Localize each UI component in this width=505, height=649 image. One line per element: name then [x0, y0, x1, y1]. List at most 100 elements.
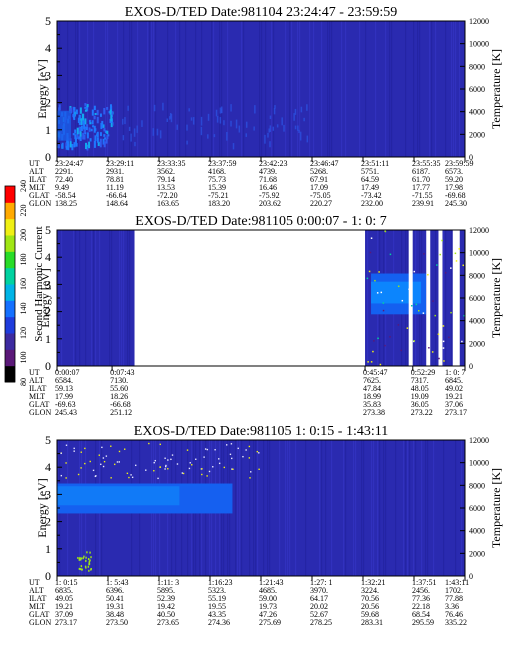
heatmap-cell: [164, 457, 166, 459]
ephemeris-value: 1:43:11: [445, 578, 469, 587]
ephemeris-value: 16.46: [259, 183, 277, 192]
heatmap-column: [241, 440, 243, 576]
heatmap-cell: [76, 133, 79, 139]
heatmap-cell: [66, 141, 69, 148]
heatmap-cell: [122, 135, 125, 141]
heatmap-cell: [73, 450, 75, 452]
y2-tick-label: 10000: [469, 40, 489, 49]
heatmap-column: [263, 440, 265, 576]
colorbar: 80 100 120 140 160 180 200 220 240 Second Harmoni…: [4, 180, 45, 386]
ephemeris-value: 2456.: [412, 586, 430, 595]
heatmap-cell: [461, 340, 463, 343]
heatmap-cell: [89, 138, 92, 142]
heatmap-cell: [374, 279, 376, 282]
ephemeris-value: 19.31: [106, 602, 124, 611]
heatmap-cell: [256, 450, 259, 453]
heatmap-band: [57, 486, 180, 506]
ephemeris-value: 6187.: [412, 167, 430, 176]
ephemeris-value: 59.20: [445, 175, 463, 184]
ephemeris-label: GLON: [29, 199, 51, 208]
heatmap-column: [61, 230, 63, 366]
heatmap-cell: [102, 138, 105, 145]
heatmap-cell: [389, 253, 392, 256]
heatmap-column: [107, 21, 109, 157]
heatmap-cell: [102, 457, 105, 459]
heatmap-column: [285, 21, 287, 157]
heatmap-cell: [78, 115, 81, 119]
y-tick-label: 3: [45, 68, 51, 82]
heatmap-cell: [79, 134, 82, 141]
heatmap-column: [167, 21, 169, 157]
ephemeris-value: 59.13: [55, 384, 73, 393]
heatmap-cell: [231, 457, 233, 460]
heatmap-cell: [114, 463, 116, 466]
heatmap-column: [455, 21, 457, 157]
heatmap-column: [99, 230, 101, 366]
ephemeris-value: 17.99: [55, 392, 73, 401]
heatmap-cell: [103, 107, 106, 115]
y-axis-title: Energy [eV]: [38, 268, 52, 327]
heatmap-cell: [79, 558, 82, 561]
y-tick-label: 5: [45, 14, 51, 28]
heatmap-column: [385, 21, 387, 157]
y-tick-label: 0: [45, 150, 51, 164]
heatmap-cell: [110, 445, 112, 447]
heatmap-column: [289, 21, 291, 157]
heatmap-cell: [223, 120, 225, 126]
y2-tick-label: 8000: [469, 481, 485, 490]
heatmap-column: [379, 440, 381, 576]
ephemeris-value: 17.09: [310, 183, 328, 192]
colorbar-swatch: [5, 284, 15, 301]
heatmap-column: [445, 21, 447, 157]
ephemeris-value: 148.64: [106, 199, 128, 208]
heatmap-cell: [298, 129, 300, 134]
heatmap-cell: [84, 565, 87, 568]
heatmap-cell: [99, 138, 102, 142]
heatmap-cell: [78, 122, 81, 125]
data-gap: [452, 230, 460, 366]
ephemeris-value: 15.39: [208, 183, 226, 192]
heatmap-cell: [94, 475, 97, 478]
heatmap-cell: [88, 569, 90, 572]
ephemeris-value: 6396.: [106, 586, 124, 595]
heatmap-column: [201, 21, 203, 157]
heatmap-cell: [442, 347, 445, 349]
heatmap-cell: [254, 105, 256, 114]
heatmap-cell: [126, 472, 129, 475]
heatmap-cell: [61, 142, 64, 149]
heatmap-cell: [99, 113, 102, 117]
heatmap-column: [155, 21, 157, 157]
ephemeris-value: 251.12: [110, 408, 132, 417]
heatmap-cell: [444, 272, 447, 274]
ephemeris-value: 5751.: [361, 167, 379, 176]
ephemeris-label: GLAT: [29, 610, 50, 619]
heatmap-cell: [195, 458, 197, 460]
heatmap-cell: [80, 467, 82, 469]
heatmap-cell: [89, 460, 91, 463]
heatmap-cell: [258, 452, 260, 454]
heatmap-cell: [207, 113, 210, 121]
heatmap-cell: [156, 128, 159, 136]
heatmap-column: [267, 440, 269, 576]
heatmap-column: [291, 21, 293, 157]
heatmap-cell: [428, 347, 430, 349]
heatmap-cell: [369, 251, 372, 254]
data-gap: [408, 230, 413, 366]
ephemeris-value: 55.19: [208, 594, 226, 603]
heatmap-cell: [181, 472, 184, 474]
heatmap-cell: [294, 108, 297, 115]
heatmap-cell: [104, 130, 107, 134]
heatmap-cell: [102, 124, 105, 128]
ephemeris-value: 20.02: [310, 602, 328, 611]
heatmap-cell: [75, 109, 78, 115]
heatmap-cell: [73, 447, 75, 450]
ephemeris-value: 2931.: [106, 167, 124, 176]
heatmap-cell: [91, 120, 94, 125]
heatmap-cell: [200, 126, 203, 136]
heatmap-cell: [397, 324, 400, 326]
ephemeris-value: -72.20: [157, 191, 178, 200]
heatmap-cell: [264, 134, 266, 144]
heatmap-cell: [410, 304, 413, 307]
heatmap-cell: [306, 135, 309, 143]
ephemeris-value: 40.50: [157, 610, 175, 619]
